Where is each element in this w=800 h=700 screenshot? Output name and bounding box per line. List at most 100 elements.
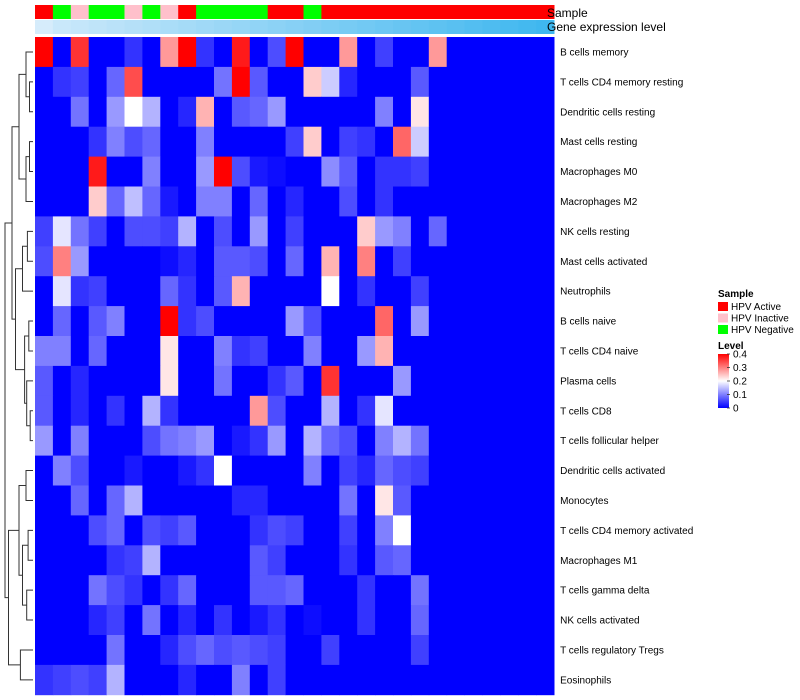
heatmap-cell xyxy=(464,66,483,98)
heatmap-cell xyxy=(536,664,555,696)
heatmap-cell xyxy=(285,635,304,666)
heatmap-cell xyxy=(375,306,394,337)
heatmap-cell xyxy=(249,336,269,367)
sample-annotation-cell xyxy=(518,5,537,19)
expression-annotation-cell xyxy=(249,20,269,34)
heatmap-cell xyxy=(52,395,72,427)
heatmap-cell xyxy=(446,425,465,456)
heatmap-cell xyxy=(178,455,197,486)
heatmap-cell xyxy=(500,156,519,187)
heatmap-cell xyxy=(178,395,197,427)
heatmap-cell xyxy=(446,37,465,68)
heatmap-cell xyxy=(231,96,251,128)
heatmap-cell xyxy=(196,186,215,217)
heatmap-cell xyxy=(518,96,537,128)
heatmap-cell xyxy=(178,66,197,98)
expression-annotation-cell xyxy=(35,20,54,34)
heatmap-cell xyxy=(249,186,269,217)
heatmap-cell xyxy=(303,66,322,98)
heatmap-cell xyxy=(231,425,251,456)
row-label: T cells CD4 memory activated xyxy=(560,526,693,537)
heatmap-cell xyxy=(303,156,322,187)
heatmap-cell xyxy=(106,485,125,516)
heatmap-cell xyxy=(267,186,286,217)
heatmap-cell xyxy=(178,365,197,397)
heatmap-cell xyxy=(482,365,501,397)
heatmap-cell xyxy=(70,96,90,128)
heatmap-cell xyxy=(357,425,376,456)
heatmap-cell xyxy=(375,66,394,98)
heatmap-cell xyxy=(446,395,465,427)
heatmap-cell xyxy=(249,425,269,456)
heatmap-cell xyxy=(428,246,448,277)
heatmap-cell xyxy=(106,395,125,427)
heatmap-cell xyxy=(88,37,107,68)
heatmap-cell xyxy=(178,336,197,367)
heatmap-cell xyxy=(428,186,448,217)
heatmap-cell xyxy=(482,126,501,157)
heatmap-cell xyxy=(178,635,197,666)
heatmap-cell xyxy=(70,515,90,546)
heatmap-cell xyxy=(124,545,143,576)
heatmap-cell xyxy=(536,37,555,68)
heatmap-cell xyxy=(124,156,143,187)
heatmap-cell xyxy=(70,485,90,516)
heatmap-cell xyxy=(321,186,340,217)
heatmap-cell xyxy=(249,365,269,397)
heatmap-cell xyxy=(321,246,340,277)
heatmap-cell xyxy=(303,635,322,666)
heatmap-cell xyxy=(518,37,537,68)
heatmap-cell xyxy=(267,365,286,397)
heatmap-cell xyxy=(375,276,394,307)
dendrogram-branch xyxy=(29,141,33,173)
dendrogram-branch xyxy=(29,81,33,113)
heatmap-cell xyxy=(35,186,54,217)
heatmap-cell xyxy=(464,216,483,247)
sample-annotation-cell xyxy=(124,5,143,19)
heatmap-cell xyxy=(267,515,286,546)
heatmap-cell xyxy=(267,246,286,277)
expression-annotation-cell xyxy=(52,20,72,34)
heatmap-cell xyxy=(500,455,519,486)
heatmap-cell xyxy=(357,664,376,696)
heatmap-cell xyxy=(231,126,251,157)
expression-annotation-cell xyxy=(446,20,465,34)
heatmap-cell xyxy=(70,545,90,576)
heatmap-cell xyxy=(536,485,555,516)
heatmap-cell xyxy=(35,485,54,516)
heatmap-cell xyxy=(303,126,322,157)
heatmap-cell xyxy=(249,395,269,427)
heatmap-cell xyxy=(375,425,394,456)
heatmap-cell xyxy=(357,455,376,486)
heatmap-cell xyxy=(518,575,537,606)
row-label: NK cells resting xyxy=(560,227,629,238)
heatmap-cell xyxy=(70,575,90,606)
heatmap-cell xyxy=(339,336,358,367)
heatmap-cell xyxy=(357,276,376,307)
heatmap-cell xyxy=(214,575,233,606)
sample-annotation-cell xyxy=(106,5,125,19)
expression-annotation-cell xyxy=(106,20,125,34)
heatmap-cell xyxy=(339,66,358,98)
heatmap-cell xyxy=(518,425,537,456)
heatmap-cell xyxy=(214,485,233,516)
heatmap-cell xyxy=(88,664,107,696)
heatmap-cell xyxy=(339,186,358,217)
heatmap-cell xyxy=(428,664,448,696)
heatmap-cell xyxy=(214,306,233,337)
heatmap-cell xyxy=(536,246,555,277)
heatmap-cell xyxy=(249,664,269,696)
sample-annotation-cell xyxy=(321,5,340,19)
heatmap-cell xyxy=(393,216,412,247)
scale-tick-label: 0 xyxy=(733,404,739,415)
heatmap-cell xyxy=(536,66,555,98)
heatmap-cell xyxy=(214,515,233,546)
heatmap-cell xyxy=(267,635,286,666)
heatmap-cell xyxy=(214,216,233,247)
heatmap-cell xyxy=(321,276,340,307)
heatmap-cell xyxy=(464,126,483,157)
heatmap-cell xyxy=(88,365,107,397)
heatmap-cell xyxy=(160,515,179,546)
heatmap-cell xyxy=(249,156,269,187)
